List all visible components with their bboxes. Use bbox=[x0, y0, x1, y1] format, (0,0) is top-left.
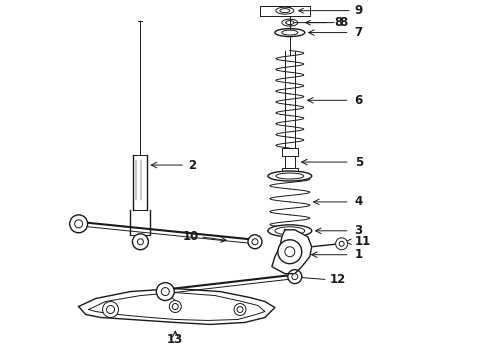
Text: 12: 12 bbox=[330, 273, 346, 286]
Circle shape bbox=[70, 215, 88, 233]
Text: 6: 6 bbox=[355, 94, 363, 107]
Circle shape bbox=[237, 306, 243, 312]
Circle shape bbox=[161, 288, 169, 296]
Circle shape bbox=[252, 239, 258, 245]
Circle shape bbox=[74, 220, 83, 228]
Circle shape bbox=[339, 241, 344, 246]
Ellipse shape bbox=[276, 7, 294, 14]
Ellipse shape bbox=[280, 9, 290, 13]
Circle shape bbox=[132, 234, 148, 250]
Text: 11: 11 bbox=[355, 235, 371, 248]
Ellipse shape bbox=[282, 19, 298, 26]
Circle shape bbox=[292, 274, 298, 280]
Circle shape bbox=[102, 302, 119, 318]
Circle shape bbox=[156, 283, 174, 301]
Polygon shape bbox=[272, 230, 312, 274]
Text: 8: 8 bbox=[335, 16, 343, 29]
Text: 1: 1 bbox=[355, 248, 363, 261]
Text: 5: 5 bbox=[355, 156, 363, 168]
Text: 4: 4 bbox=[355, 195, 363, 208]
Circle shape bbox=[285, 247, 295, 257]
Bar bbox=[282, 148, 298, 156]
Ellipse shape bbox=[276, 173, 304, 179]
Circle shape bbox=[288, 270, 302, 284]
Ellipse shape bbox=[286, 21, 294, 24]
Bar bbox=[285, 156, 295, 168]
Text: 10: 10 bbox=[182, 230, 198, 243]
Text: 3: 3 bbox=[355, 224, 363, 237]
Circle shape bbox=[106, 306, 115, 314]
Text: 8: 8 bbox=[306, 16, 348, 29]
Text: 13: 13 bbox=[167, 333, 183, 346]
Circle shape bbox=[278, 240, 302, 264]
Ellipse shape bbox=[275, 28, 305, 37]
Circle shape bbox=[248, 235, 262, 249]
Ellipse shape bbox=[282, 30, 298, 35]
Ellipse shape bbox=[275, 227, 305, 235]
Circle shape bbox=[169, 301, 181, 312]
Circle shape bbox=[336, 238, 347, 250]
Circle shape bbox=[137, 239, 144, 245]
Text: 9: 9 bbox=[299, 4, 363, 17]
Polygon shape bbox=[78, 289, 275, 324]
Bar bbox=[282, 168, 298, 174]
Text: 7: 7 bbox=[355, 26, 363, 39]
Ellipse shape bbox=[268, 171, 312, 181]
Circle shape bbox=[234, 303, 246, 315]
Ellipse shape bbox=[268, 225, 312, 237]
Circle shape bbox=[172, 303, 178, 310]
Text: 2: 2 bbox=[188, 158, 196, 172]
